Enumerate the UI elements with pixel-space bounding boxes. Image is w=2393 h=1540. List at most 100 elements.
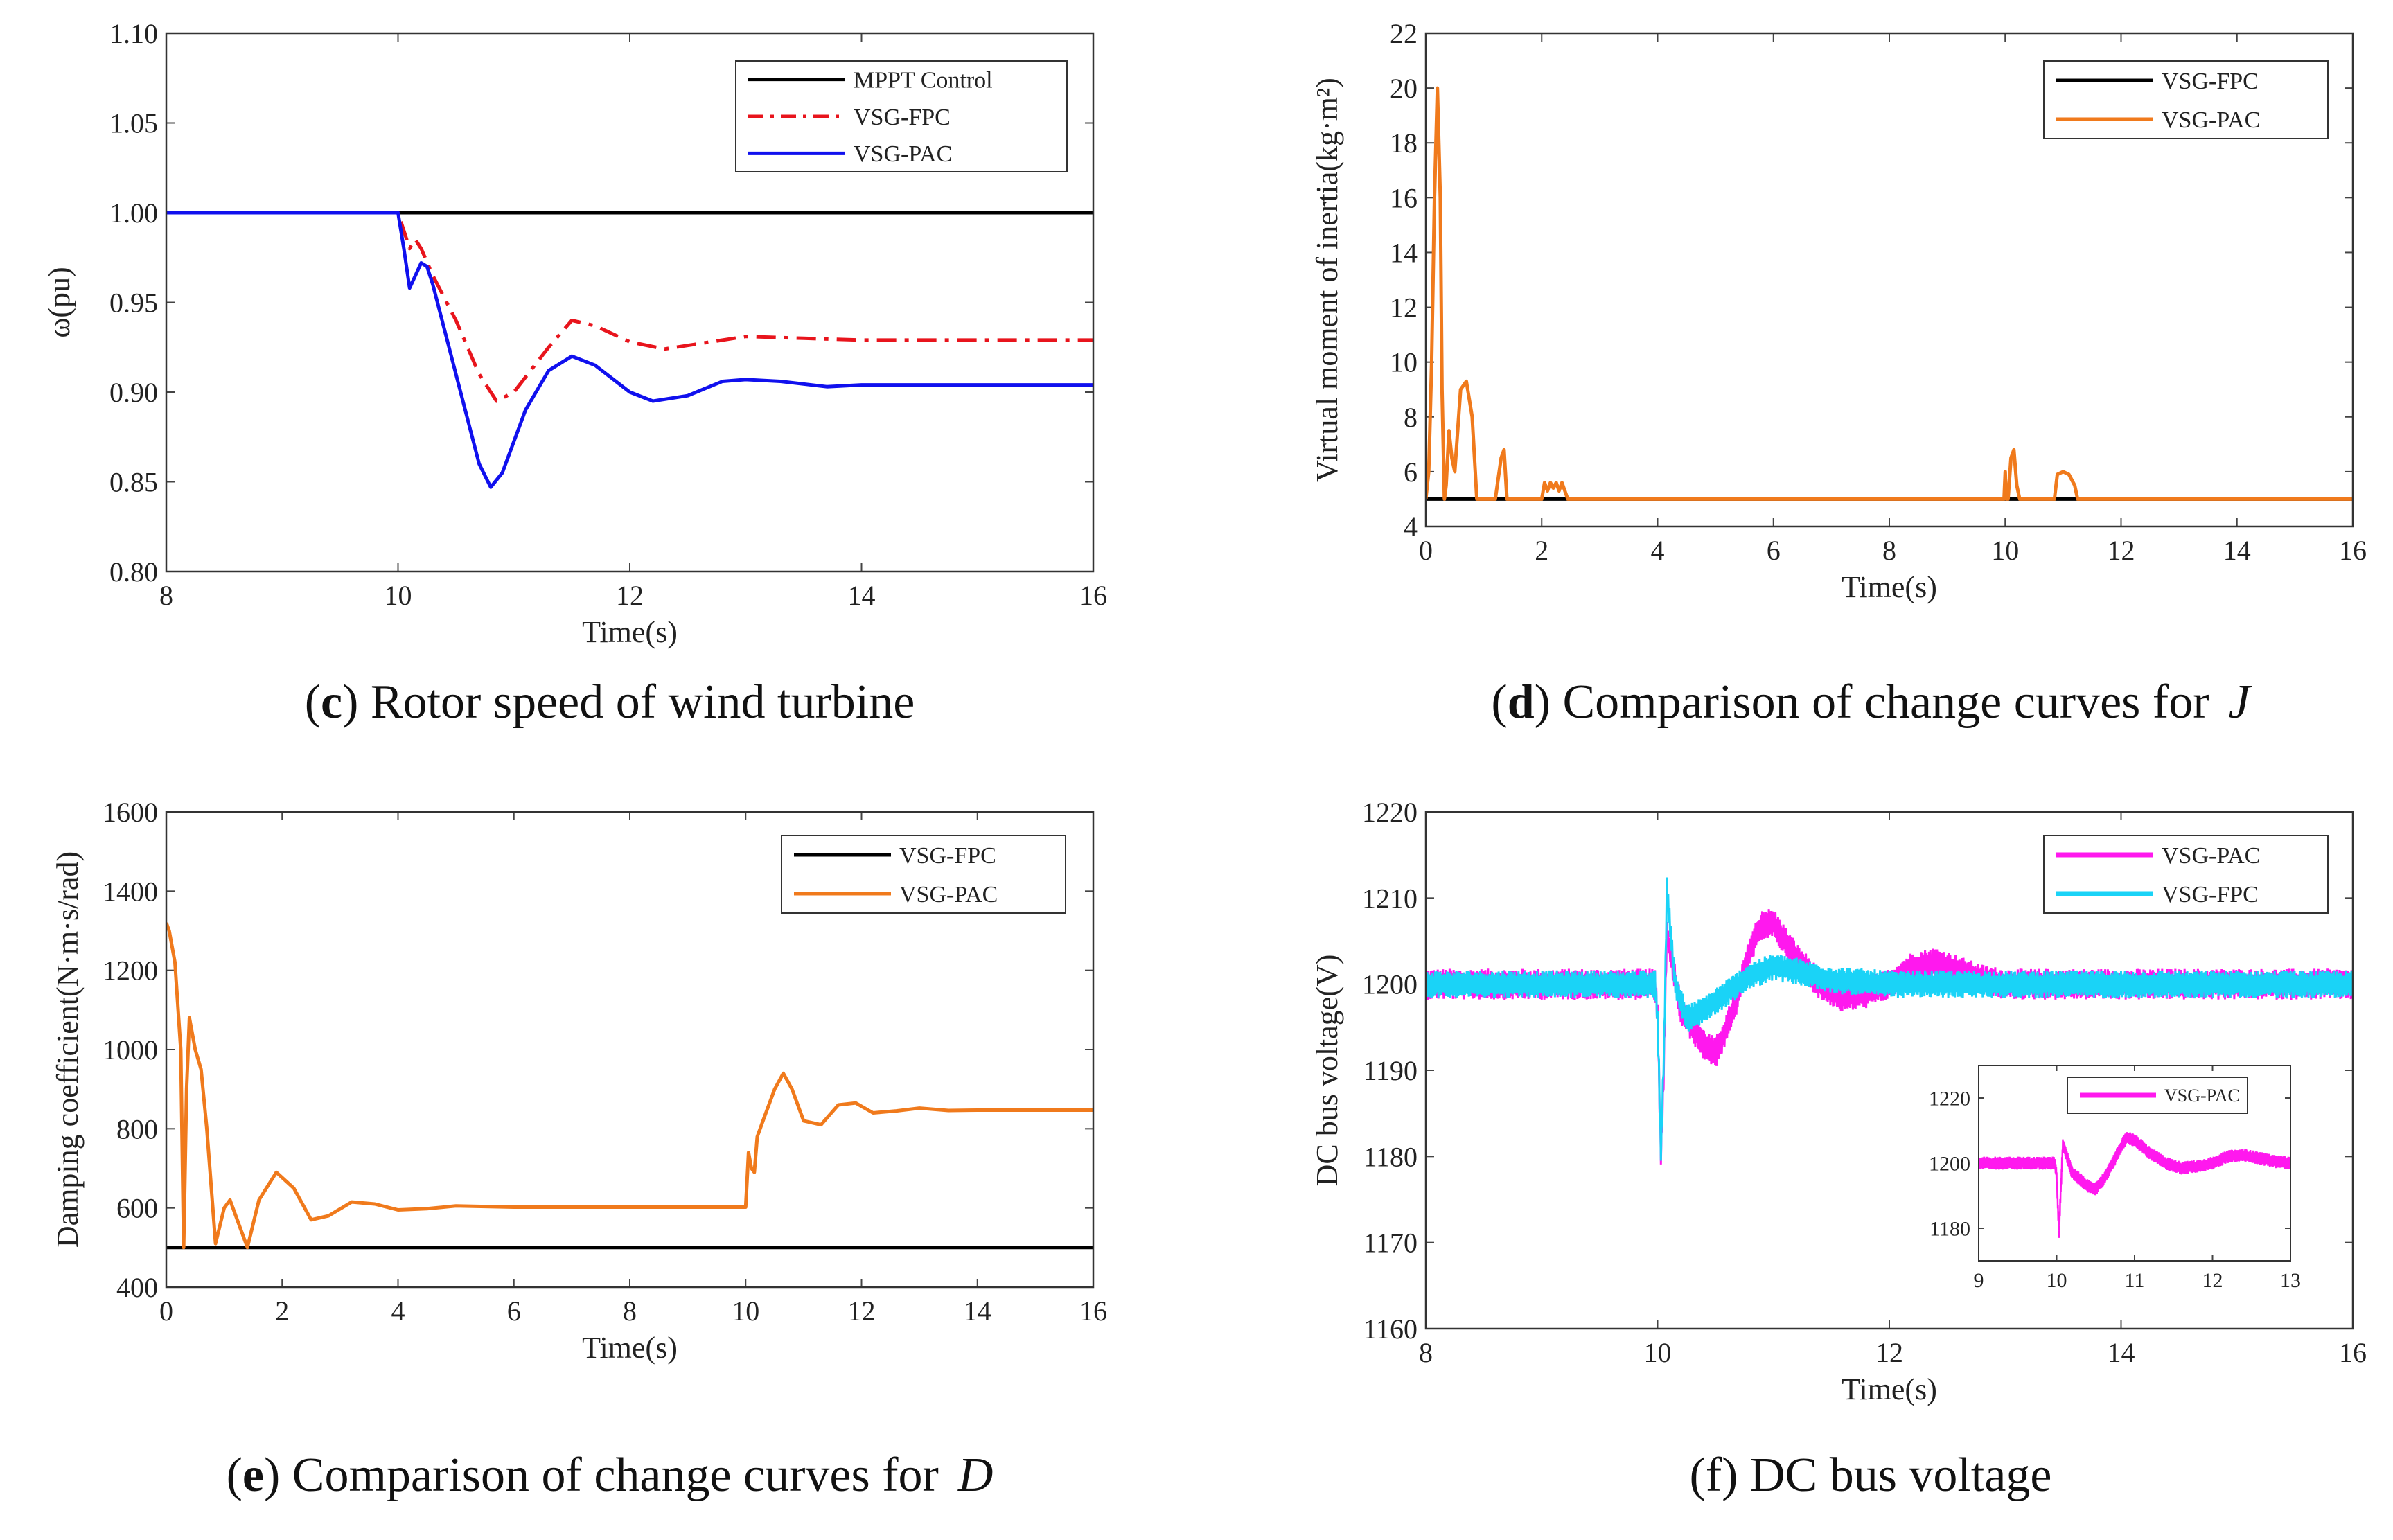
- x-tick-label-inset-4: 13: [2280, 1269, 2301, 1292]
- y-tick-label-e-0: 400: [116, 1272, 158, 1303]
- y-tick-label-f-5: 1210: [1362, 883, 1418, 914]
- y-tick-label-c-1: 0.85: [109, 467, 158, 498]
- x-tick-label-e-2: 4: [391, 1295, 405, 1327]
- inset-series-group: [1979, 1132, 2290, 1238]
- y-tick-label-d-7: 18: [1390, 127, 1418, 159]
- x-tick-label-e-1: 2: [275, 1295, 289, 1327]
- y-tick-label-inset-1: 1200: [1929, 1153, 1970, 1176]
- x-axis-label-c: Time(s): [582, 615, 678, 649]
- y-tick-label-e-1: 600: [116, 1193, 158, 1224]
- legend-label-f-0: VSG-PAC: [2162, 843, 2260, 869]
- plot-frame-d: [1424, 32, 2354, 528]
- y-tick-label-f-6: 1220: [1362, 797, 1418, 828]
- y-tick-label-c-6: 1.10: [109, 18, 158, 49]
- series-line-d-1: [1426, 86, 2353, 501]
- chart-f: 8 10 12 14 161160117011801190120012101220Tim…: [1310, 797, 2367, 1502]
- series-group-e: [166, 922, 1093, 1250]
- x-tick-label-f-2: 12: [1875, 1337, 1903, 1368]
- y-axis-label-c: ω(pu): [42, 267, 76, 337]
- y-tick-label-d-4: 12: [1390, 292, 1418, 324]
- x-tick-label-f-1: 10: [1644, 1337, 1672, 1368]
- y-axis-label-f: DC bus voltage(V): [1310, 955, 1344, 1187]
- x-tick-label-d-4: 8: [1882, 535, 1896, 566]
- x-tick-label-inset-3: 12: [2202, 1269, 2223, 1292]
- x-tick-label-d-1: 2: [1535, 535, 1548, 566]
- x-tick-label-e-3: 6: [507, 1295, 521, 1327]
- x-tick-label-e-6: 12: [848, 1295, 876, 1327]
- x-tick-label-e-8: 16: [1079, 1295, 1107, 1327]
- x-tick-label-d-8: 16: [2339, 535, 2367, 566]
- x-tick-label-e-5: 10: [732, 1295, 759, 1327]
- x-tick-label-d-7: 14: [2223, 535, 2251, 566]
- legend-box-e: [781, 835, 1066, 914]
- y-tick-label-f-1: 1170: [1363, 1228, 1418, 1259]
- x-tick-label-e-0: 0: [159, 1295, 173, 1327]
- legend-label-c-0: MPPT Control: [854, 68, 993, 94]
- x-tick-label-inset-0: 9: [1974, 1269, 1984, 1292]
- y-tick-label-f-3: 1190: [1363, 1055, 1418, 1086]
- series-group-d: [1426, 86, 2353, 501]
- y-tick-label-d-0: 4: [1404, 511, 1418, 542]
- legend-label-d-1: VSG-PAC: [2162, 107, 2260, 133]
- x-axis-label-d: Time(s): [1842, 570, 1937, 604]
- y-tick-label-d-1: 6: [1404, 457, 1418, 488]
- y-tick-label-f-4: 1200: [1362, 969, 1418, 1000]
- y-tick-label-d-9: 22: [1390, 18, 1418, 49]
- y-tick-label-e-3: 1000: [103, 1034, 158, 1065]
- x-tick-label-f-3: 14: [2108, 1337, 2135, 1368]
- y-tick-label-d-2: 8: [1404, 402, 1418, 433]
- x-tick-label-e-7: 14: [964, 1295, 991, 1327]
- x-tick-label-inset-2: 11: [2125, 1269, 2145, 1292]
- series-line-e-1: [166, 922, 1093, 1250]
- caption-e: (e) Comparison of change curves for D: [227, 1449, 994, 1502]
- y-tick-label-d-6: 16: [1390, 182, 1418, 213]
- legend-label-inset-0: VSG-PAC: [2164, 1086, 2240, 1106]
- x-tick-label-d-5: 10: [1991, 535, 2019, 566]
- chart-e: 0 2 4 6 8 10 12 14 16 400 600 800 1000 1200 1400 1600 Ti…: [51, 797, 1107, 1502]
- x-tick-label-f-4: 16: [2339, 1337, 2367, 1368]
- plot-frame-f: [1424, 811, 2354, 1330]
- legend-label-f-1: VSG-FPC: [2162, 882, 2259, 908]
- x-tick-label-inset-1: 10: [2047, 1269, 2067, 1292]
- y-tick-label-d-3: 10: [1390, 347, 1418, 378]
- legend-label-e-1: VSG-PAC: [899, 882, 998, 908]
- y-tick-label-c-5: 1.05: [109, 108, 158, 139]
- y-tick-label-e-2: 800: [116, 1113, 158, 1144]
- x-axis-label-e: Time(s): [582, 1331, 678, 1365]
- legend-box-f: [2043, 835, 2329, 914]
- chart-d: 0 2 4 6 8 10 12 14 16 4 6 8 10 12 14 16 18 20 22 Time(s) Vir…: [1310, 18, 2367, 729]
- inset-frame: [1978, 1065, 2291, 1262]
- caption-d: (d) Comparison of change curves for J: [1491, 675, 2252, 729]
- plot-frame-c: [165, 32, 1095, 573]
- series-line-f-1: [1426, 877, 2353, 1161]
- series-line-inset-0: [1979, 1132, 2290, 1238]
- chart-c: 8 10 12 14 16 0.80 0.85 0.90 0.95 1.00 1.05 1.10 Tim…: [42, 18, 1107, 729]
- series-group-c: [166, 211, 1093, 489]
- y-tick-label-e-5: 1400: [103, 876, 158, 907]
- y-axis-label-d: Virtual moment of inertia(kg·m²): [1310, 78, 1344, 482]
- y-tick-label-d-5: 14: [1390, 237, 1418, 268]
- x-tick-label-e-4: 8: [623, 1295, 637, 1327]
- y-tick-label-inset-0: 1180: [1930, 1218, 1970, 1241]
- series-group-f: [1426, 877, 2353, 1165]
- x-tick-label-d-3: 6: [1767, 535, 1781, 566]
- legend-label-e-0: VSG-FPC: [899, 843, 996, 869]
- legend-label-c-2: VSG-PAC: [854, 141, 952, 167]
- x-tick-label-d-6: 12: [2108, 535, 2135, 566]
- caption-f: (f) DC bus voltage: [1690, 1449, 2052, 1502]
- y-tick-label-c-3: 0.95: [109, 287, 158, 319]
- series-line-c-2: [166, 211, 1093, 489]
- x-axis-label-f: Time(s): [1842, 1372, 1937, 1406]
- x-tick-label-c-2: 12: [616, 580, 644, 611]
- y-tick-label-e-6: 1600: [103, 797, 158, 828]
- caption-c: (c) Rotor speed of wind turbine: [305, 675, 915, 729]
- y-tick-label-e-4: 1200: [103, 955, 158, 986]
- y-tick-label-d-8: 20: [1390, 73, 1418, 104]
- y-axis-label-e: Damping coefficient(N·m·s/rad): [51, 851, 85, 1248]
- series-line-c-1: [166, 211, 1093, 403]
- y-tick-label-inset-2: 1220: [1929, 1088, 1970, 1110]
- y-tick-label-c-2: 0.90: [109, 377, 158, 408]
- y-tick-label-f-0: 1160: [1363, 1313, 1418, 1345]
- y-tick-label-c-0: 0.80: [109, 556, 158, 587]
